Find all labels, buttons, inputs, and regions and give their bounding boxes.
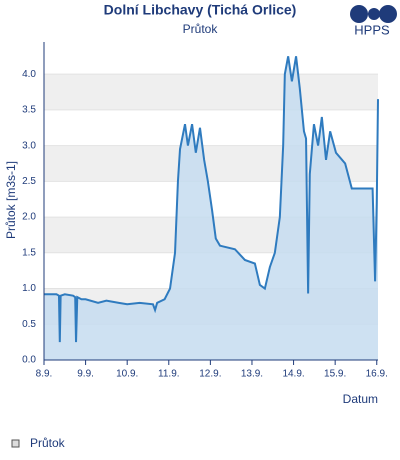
logo-circle [379, 5, 397, 23]
y-axis-label: Průtok [m3s-1] [4, 161, 18, 239]
y-tick-label: 3.0 [22, 140, 36, 151]
legend-swatch [11, 439, 20, 448]
y-tick-label: 1.0 [22, 283, 36, 294]
x-tick-label: 16.9. [366, 369, 388, 380]
x-tick-label: 9.9. [77, 369, 94, 380]
x-tick-label: 14.9. [282, 369, 304, 380]
x-tick-label: 12.9. [199, 369, 221, 380]
x-tick-label: 8.9. [36, 369, 53, 380]
chart-subtitle: Průtok [183, 22, 219, 36]
y-tick-label: 0.5 [22, 319, 36, 330]
x-tick-label: 15.9. [324, 369, 346, 380]
line [44, 56, 379, 343]
y-tick-label: 1.5 [22, 247, 36, 258]
grid-band [44, 74, 378, 110]
logo-text: HPPS [354, 22, 390, 37]
x-tick-label: 13.9. [241, 369, 263, 380]
legend-label[interactable]: Průtok [30, 436, 66, 450]
y-tick-label: 3.5 [22, 105, 36, 116]
y-tick-label: 2.0 [22, 212, 36, 223]
x-tick-label: 11.9. [158, 369, 180, 380]
x-tick-label: 10.9. [116, 369, 138, 380]
chart-title: Dolní Libchavy (Tichá Orlice) [104, 2, 297, 18]
y-tick-label: 0.0 [22, 355, 36, 366]
logo-circle [368, 8, 380, 20]
logo: HPPS [350, 5, 397, 37]
x-axis-label: Datum [343, 392, 378, 406]
y-tick-label: 2.5 [22, 176, 36, 187]
y-tick-label: 4.0 [22, 69, 36, 80]
logo-circle [350, 5, 368, 23]
